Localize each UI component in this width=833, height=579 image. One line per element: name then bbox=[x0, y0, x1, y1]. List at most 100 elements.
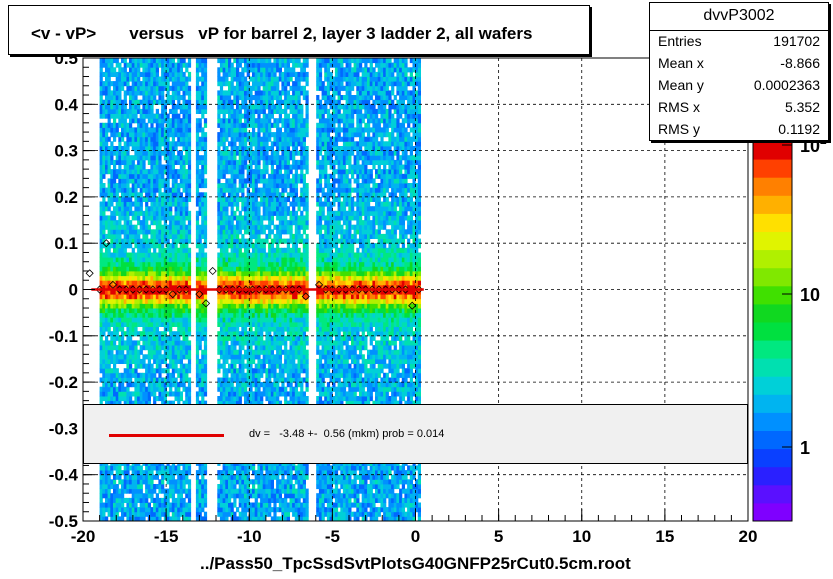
heatmap-cell bbox=[131, 275, 135, 281]
heatmap-cell bbox=[118, 391, 122, 397]
heatmap-cell bbox=[121, 150, 125, 156]
heatmap-cell bbox=[254, 502, 258, 508]
heatmap-cell bbox=[150, 108, 154, 114]
heatmap-cell bbox=[177, 113, 181, 119]
heatmap-cell bbox=[252, 233, 256, 239]
heatmap-cell bbox=[126, 266, 130, 272]
heatmap-cell bbox=[137, 470, 141, 476]
heatmap-cell bbox=[187, 308, 192, 314]
heatmap-cell bbox=[126, 294, 130, 300]
heatmap-cell bbox=[161, 368, 165, 374]
heatmap-cell bbox=[150, 99, 154, 105]
heatmap-cell bbox=[118, 233, 122, 239]
heatmap-cell bbox=[238, 173, 242, 179]
heatmap-cell bbox=[244, 238, 248, 244]
heatmap-cell bbox=[174, 284, 178, 290]
heatmap-cell bbox=[182, 516, 186, 522]
heatmap-cell bbox=[163, 488, 167, 494]
heatmap-cell bbox=[182, 400, 186, 406]
heatmap-cell bbox=[166, 192, 170, 198]
heatmap-cell bbox=[254, 229, 258, 235]
heatmap-cell bbox=[182, 502, 186, 508]
heatmap-cell bbox=[179, 196, 183, 202]
heatmap-cell bbox=[257, 229, 261, 235]
heatmap-cell bbox=[228, 99, 232, 105]
heatmap-cell bbox=[107, 474, 111, 480]
heatmap-cell bbox=[228, 317, 232, 323]
heatmap-cell bbox=[179, 280, 183, 286]
heatmap-cell bbox=[187, 122, 192, 128]
heatmap-cell bbox=[217, 382, 221, 388]
heatmap-cell bbox=[222, 58, 226, 64]
heatmap-cell bbox=[123, 261, 127, 267]
heatmap-cell bbox=[249, 294, 253, 300]
heatmap-cell bbox=[174, 358, 178, 364]
heatmap-cell bbox=[246, 155, 250, 161]
heatmap-cell bbox=[260, 76, 264, 82]
heatmap-cell bbox=[195, 331, 200, 337]
heatmap-cell bbox=[150, 229, 154, 235]
heatmap-cell bbox=[110, 215, 114, 221]
heatmap-cell bbox=[137, 136, 141, 142]
heatmap-cell bbox=[123, 308, 127, 314]
heatmap-cell bbox=[147, 108, 151, 114]
heatmap-cell bbox=[222, 224, 226, 230]
heatmap-cell bbox=[147, 85, 151, 91]
heatmap-cell bbox=[230, 243, 234, 249]
heatmap-cell bbox=[121, 294, 125, 300]
heatmap-cell bbox=[195, 238, 200, 244]
heatmap-cell bbox=[110, 479, 114, 485]
heatmap-cell bbox=[107, 81, 111, 87]
heatmap-cell bbox=[139, 132, 143, 138]
heatmap-cell bbox=[115, 233, 119, 239]
heatmap-cell bbox=[198, 104, 202, 110]
heatmap-cell bbox=[244, 257, 248, 263]
heatmap-cell bbox=[161, 229, 165, 235]
heatmap-cell bbox=[134, 224, 138, 230]
heatmap-cell bbox=[105, 335, 109, 341]
heatmap-cell bbox=[113, 312, 117, 318]
heatmap-cell bbox=[121, 340, 125, 346]
heatmap-cell bbox=[102, 479, 106, 485]
heatmap-cell bbox=[121, 354, 125, 360]
heatmap-cell bbox=[174, 294, 178, 300]
heatmap-cell bbox=[219, 312, 224, 318]
heatmap-cell bbox=[225, 266, 229, 272]
heatmap-cell bbox=[238, 104, 242, 110]
heatmap-cell bbox=[150, 159, 154, 165]
heatmap-cell bbox=[201, 382, 205, 388]
heatmap-cell bbox=[225, 321, 229, 327]
heatmap-cell bbox=[198, 108, 202, 114]
heatmap-cell bbox=[254, 474, 258, 480]
heatmap-cell bbox=[219, 516, 224, 522]
heatmap-cell bbox=[217, 284, 221, 290]
heatmap-cell bbox=[185, 372, 189, 378]
heatmap-cell bbox=[145, 303, 149, 309]
heatmap-cell bbox=[238, 312, 242, 318]
heatmap-cell bbox=[236, 173, 240, 179]
heatmap-cell bbox=[198, 400, 202, 406]
heatmap-cell bbox=[262, 479, 266, 485]
heatmap-cell bbox=[225, 368, 229, 374]
heatmap-cell bbox=[187, 127, 192, 133]
heatmap-cell bbox=[126, 113, 130, 119]
heatmap-cell bbox=[246, 308, 250, 314]
heatmap-cell bbox=[244, 280, 248, 286]
heatmap-cell bbox=[219, 229, 224, 235]
heatmap-cell bbox=[236, 201, 240, 207]
heatmap-cell bbox=[187, 516, 192, 522]
heatmap-cell bbox=[171, 233, 175, 239]
heatmap-cell bbox=[115, 284, 119, 290]
heatmap-cell bbox=[129, 391, 133, 397]
heatmap-cell bbox=[147, 261, 151, 267]
heatmap-cell bbox=[129, 159, 133, 165]
heatmap-cell bbox=[129, 349, 133, 355]
heatmap-cell bbox=[195, 215, 200, 221]
heatmap-cell bbox=[219, 354, 224, 360]
heatmap-cell bbox=[225, 303, 229, 309]
heatmap-cell bbox=[158, 511, 162, 517]
heatmap-cell bbox=[126, 159, 130, 165]
heatmap-cell bbox=[121, 516, 125, 522]
heatmap-cell bbox=[249, 372, 253, 378]
heatmap-cell bbox=[238, 122, 242, 128]
